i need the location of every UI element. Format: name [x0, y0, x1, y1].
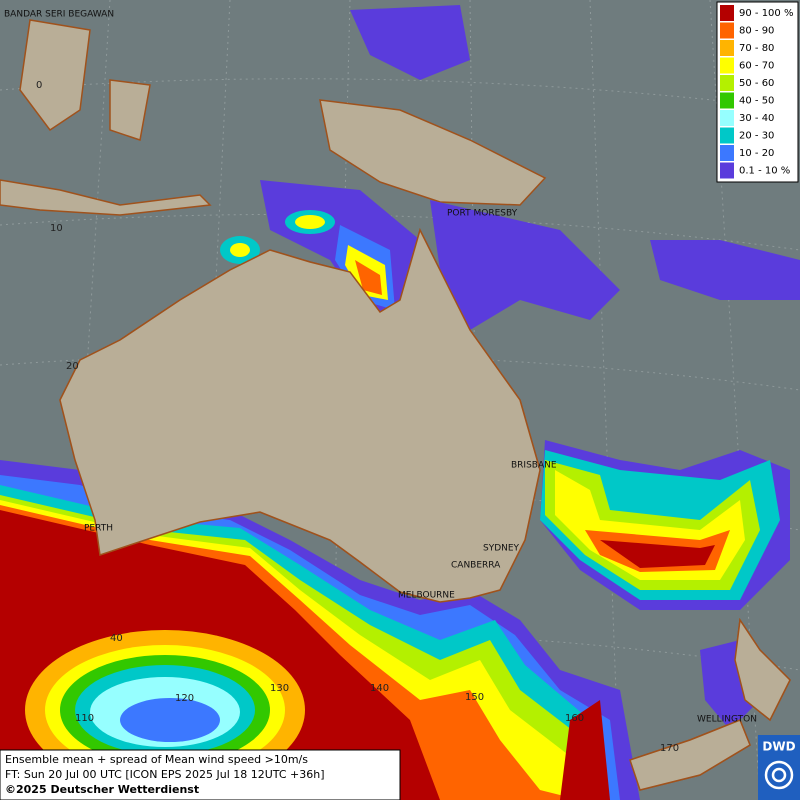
caption-line: Ensemble mean + spread of Mean wind spee…: [5, 753, 308, 766]
logo: DWD: [758, 735, 800, 800]
latitude-label: 20: [66, 361, 79, 372]
new-zealand-north: [734, 617, 791, 722]
legend-swatch: [720, 162, 734, 179]
legend-label: 90 - 100 %: [739, 8, 793, 19]
legend-label: 0.1 - 10 %: [739, 166, 790, 177]
city-label: SYDNEY: [483, 544, 520, 554]
legend-label: 30 - 40: [739, 113, 774, 124]
longitude-label: 120: [175, 693, 194, 704]
australia: [59, 227, 541, 603]
city-label: BRISBANE: [511, 461, 557, 471]
legend-swatch: [720, 40, 734, 56]
caption-line: ©2025 Deutscher Wetterdienst: [5, 783, 199, 796]
legend-swatch: [720, 75, 734, 91]
city-label: PERTH: [84, 524, 113, 534]
caption: Ensemble mean + spread of Mean wind spee…: [5, 753, 325, 796]
legend-swatch: [720, 57, 734, 74]
legend-swatch: [720, 145, 734, 161]
labels: BANDAR SERI BEGAWAN PORT MORESBY BRISBANE P…: [4, 10, 757, 755]
legend-swatch: [720, 110, 734, 126]
city-label: CANBERRA: [451, 561, 501, 571]
city-label: BANDAR SERI BEGAWAN: [4, 10, 114, 20]
longitude-label: 130: [270, 683, 289, 694]
legend-swatch: [720, 127, 734, 144]
city-label: PORT MORESBY: [447, 209, 518, 219]
legend-label: 40 - 50: [739, 96, 774, 107]
latitude-label: 0: [36, 80, 42, 91]
longitude-label: 150: [465, 692, 484, 703]
legend-label: 50 - 60: [739, 78, 774, 89]
legend-label: 70 - 80: [739, 43, 774, 54]
logo-icon: [764, 760, 794, 790]
legend-label: 20 - 30: [739, 131, 774, 142]
longitude-label: 160: [565, 713, 584, 724]
logo-text: DWD: [762, 740, 795, 754]
legend-swatch: [720, 5, 734, 21]
legend: 90 - 100 % 80 - 90 70 - 80 60 - 70 50 - 60 40…: [716, 1, 799, 183]
city-label: WELLINGTON: [697, 715, 757, 725]
longitude-label: 110: [75, 713, 94, 724]
legend-label: 10 - 20: [739, 148, 774, 159]
legend-label: 80 - 90: [739, 26, 774, 37]
caption-box: [0, 749, 401, 801]
logo-icon: [771, 767, 787, 783]
latitude-label: 40: [110, 633, 123, 644]
longitude-label: 140: [370, 683, 389, 694]
legend-swatch: [720, 92, 734, 109]
latitude-label: 10: [50, 223, 63, 234]
longitude-label: 170: [660, 743, 679, 754]
legend-label: 60 - 70: [739, 61, 774, 72]
city-label: MELBOURNE: [398, 591, 455, 601]
legend-swatch: [720, 22, 734, 39]
new-zealand-south: [629, 719, 751, 791]
caption-line: FT: Sun 20 Jul 00 UTC [ICON EPS 2025 Jul…: [5, 768, 325, 781]
